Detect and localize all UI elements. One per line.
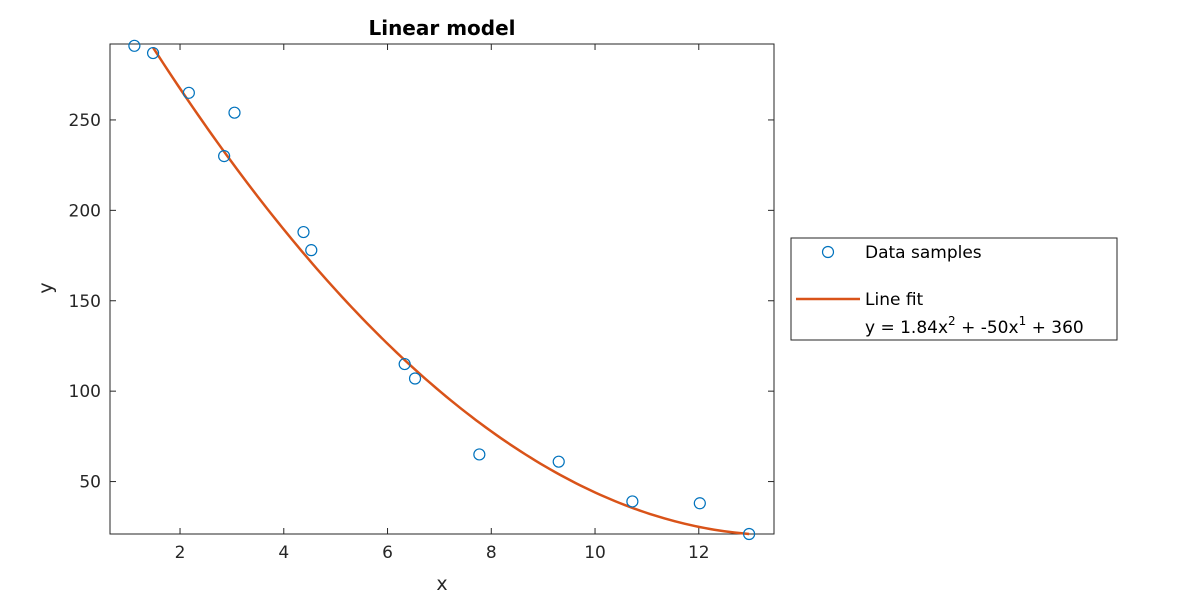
legend-fit-equation: y = 1.84x2 + -50x1 + 360 [865,314,1084,338]
data-point [218,150,231,163]
fit-line [152,46,750,536]
data-point [305,244,318,257]
chart-title: Linear model [368,16,515,40]
y-tick-label: 250 [69,111,101,131]
legend-box [790,237,1118,341]
data-point [398,357,411,371]
data-point [626,495,639,508]
y-axis-ticks: 50 100 150 200 250 [69,111,774,493]
equation-prefix: y = 1.84x [865,318,948,338]
data-point [552,455,565,468]
data-point [693,497,706,510]
data-point [297,225,310,239]
equation-exponent-2: 2 [948,314,956,328]
x-tick-label: 4 [278,543,289,563]
y-tick-label: 200 [69,201,101,221]
y-tick-label: 150 [69,292,101,312]
x-tick-label: 2 [175,543,186,563]
equation-suffix: + 360 [1026,318,1084,338]
x-tick-label: 10 [584,543,606,563]
data-point [228,106,241,119]
y-axis-label: y [35,282,57,293]
equation-middle: + -50x [956,318,1019,338]
plot-area [109,43,775,535]
legend: Data samples Line fit y = 1.84x2 + -50x1… [790,237,1118,341]
legend-label-fit: Line fit [865,290,924,310]
data-point [128,39,141,52]
data-samples [128,39,756,541]
data-point [473,448,486,461]
legend-label-samples: Data samples [865,243,982,263]
legend-sample-marker [821,245,835,259]
y-tick-label: 100 [69,382,101,402]
x-tick-label: 6 [382,543,393,563]
x-axis-ticks: 2 4 6 8 10 12 [175,44,710,563]
data-point [742,527,756,541]
x-axis-label: x [436,573,447,595]
data-point [146,46,160,60]
x-tick-label: 8 [486,543,497,563]
x-tick-label: 12 [688,543,710,563]
y-tick-label: 50 [79,473,101,493]
equation-exponent-1: 1 [1019,314,1027,328]
data-point [182,86,195,99]
data-point [408,372,422,385]
